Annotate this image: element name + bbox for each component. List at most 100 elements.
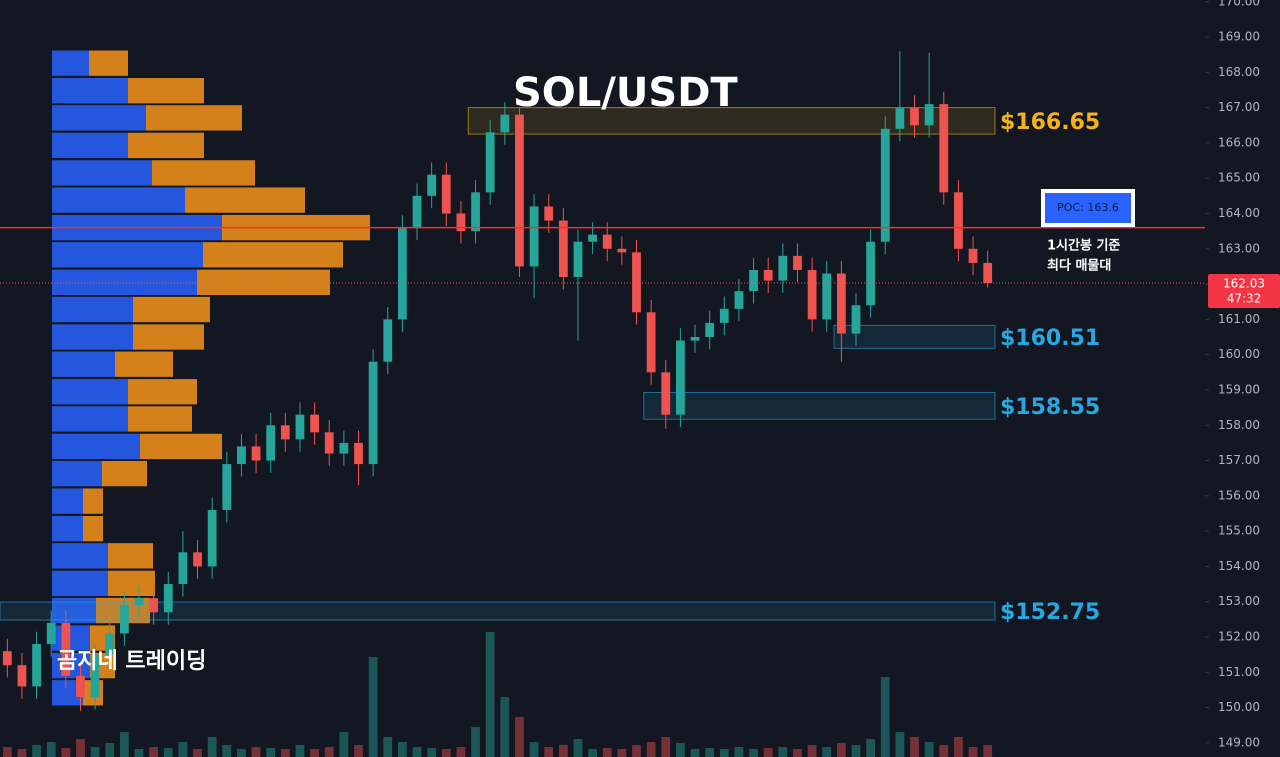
- volume-bar: [324, 747, 334, 757]
- volume-bar: [836, 743, 846, 757]
- profile-sell: [89, 50, 128, 76]
- candle-body: [17, 665, 27, 687]
- volume-bar: [134, 749, 144, 757]
- profile-buy: [52, 460, 102, 487]
- chart-title: SOL/USDT: [513, 70, 738, 116]
- candle-body: [632, 252, 641, 313]
- volume-bar: [441, 749, 451, 757]
- volume-bar: [471, 727, 480, 757]
- volume-bar: [763, 748, 773, 757]
- candle-body: [617, 248, 627, 253]
- volume-bar: [573, 739, 583, 757]
- candle-body: [807, 269, 817, 320]
- volume-bar: [939, 745, 949, 757]
- zone: [0, 601, 996, 621]
- zone-label: $160.51: [1000, 326, 1100, 351]
- profile-buy: [52, 269, 197, 295]
- candle-body: [354, 442, 363, 465]
- candle-body: [90, 654, 100, 698]
- volume-bar: [149, 747, 159, 757]
- candle-body: [880, 128, 890, 242]
- volume-bar: [515, 717, 524, 757]
- y-tick-label: 163.00: [1218, 241, 1260, 255]
- profile-sell: [102, 460, 147, 487]
- candle-body: [544, 206, 554, 221]
- y-tick-label: 164.00: [1218, 206, 1260, 220]
- candle-body: [280, 425, 290, 440]
- candle-body: [237, 446, 246, 465]
- volume-bar: [32, 745, 41, 757]
- volume-bar: [178, 742, 188, 757]
- profile-buy: [52, 570, 108, 597]
- volume-bar: [690, 749, 700, 757]
- candle-body: [588, 234, 597, 242]
- candle-body: [222, 464, 232, 510]
- profile-sell: [203, 242, 343, 268]
- y-tick-label: 169.00: [1218, 30, 1260, 44]
- y-tick-label: 159.00: [1218, 382, 1260, 396]
- profile-buy: [52, 379, 128, 405]
- profile-sell: [133, 324, 204, 350]
- profile-sell: [197, 269, 330, 295]
- volume-bar: [588, 749, 597, 757]
- volume-bar: [46, 742, 56, 757]
- candle-body: [178, 552, 188, 585]
- candle-body: [368, 361, 378, 465]
- y-tick-label: 151.00: [1218, 665, 1260, 679]
- candle-body: [646, 312, 656, 373]
- watermark: 곰지네 트레이딩: [57, 649, 206, 674]
- profile-buy: [52, 406, 128, 432]
- candle-body: [134, 598, 144, 606]
- candle-body: [398, 227, 407, 320]
- y-tick-label: 170.00: [1218, 0, 1260, 8]
- profile-buy: [52, 516, 83, 542]
- candle-body: [968, 248, 978, 263]
- volume-bar: [90, 747, 100, 757]
- profile-sell: [133, 296, 210, 323]
- candle-body: [500, 114, 510, 133]
- y-tick-label: 155.00: [1218, 524, 1260, 538]
- candle-body: [310, 414, 319, 433]
- y-tick-label: 154.00: [1218, 559, 1260, 573]
- volume-bar: [793, 749, 802, 757]
- volume-bar: [968, 747, 978, 757]
- volume-bar: [383, 737, 393, 757]
- candle-body: [690, 337, 700, 341]
- candle-body: [939, 104, 949, 193]
- volume-bar: [910, 737, 919, 757]
- volume-bar: [295, 745, 305, 757]
- profile-buy: [52, 433, 140, 460]
- candle-body: [983, 262, 993, 284]
- profile-sell: [128, 78, 204, 104]
- profile-sell: [108, 543, 153, 569]
- volume-bar: [368, 657, 378, 757]
- profile-sell: [108, 570, 155, 597]
- candle-body: [471, 192, 480, 232]
- zone-label: $158.55: [1000, 395, 1100, 420]
- volume-bar: [734, 747, 744, 757]
- volume-bar: [661, 737, 671, 757]
- poc-label: POC: 163.6: [1057, 201, 1119, 214]
- y-tick-label: 150.00: [1218, 700, 1260, 714]
- volume-bar: [954, 737, 963, 757]
- zone-label: $152.75: [1000, 600, 1100, 625]
- candle-body: [163, 584, 173, 613]
- profile-sell: [83, 488, 103, 514]
- y-tick-label: 161.00: [1218, 312, 1260, 326]
- volume-bar: [676, 743, 685, 757]
- profile-buy: [52, 324, 133, 350]
- y-tick-label: 168.00: [1218, 65, 1260, 79]
- candle-body: [46, 622, 56, 645]
- candle-body: [836, 273, 846, 334]
- volume-bar: [778, 747, 788, 757]
- candle-body: [105, 633, 115, 655]
- candle-body: [573, 241, 583, 278]
- profile-buy: [52, 78, 128, 104]
- candle-body: [910, 107, 919, 126]
- volume-bar: [207, 737, 217, 757]
- y-tick-label: 166.00: [1218, 135, 1260, 149]
- candle-body: [778, 255, 788, 281]
- profile-sell: [146, 105, 242, 131]
- y-tick-label: 152.00: [1218, 630, 1260, 644]
